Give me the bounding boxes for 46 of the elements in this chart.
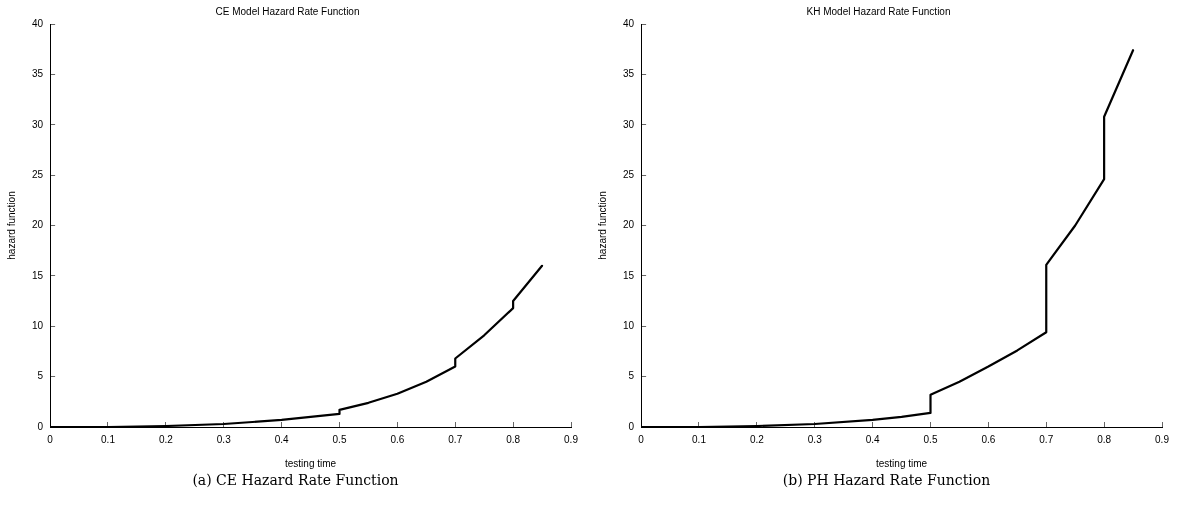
- x-tick-label: 0.2: [158, 433, 174, 445]
- y-tick-label: 10: [623, 320, 635, 331]
- x-axis-title: testing time: [284, 457, 337, 469]
- y-tick-label: 10: [32, 320, 44, 331]
- x-tick-label: 0: [638, 433, 645, 445]
- x-tick-label: 0.1: [101, 433, 116, 445]
- x-tick-label: 0.6: [390, 433, 405, 445]
- x-tick-label: 0.5: [332, 433, 347, 445]
- x-tick-label: 0.6: [981, 433, 996, 445]
- y-axis-title: hazard function: [5, 191, 17, 260]
- x-tick-label: 0.9: [564, 433, 579, 445]
- x-tick-label: 0.3: [807, 433, 823, 445]
- x-tick-label: 0.7: [1039, 433, 1054, 445]
- x-tick-label: 0.7: [448, 433, 463, 445]
- y-tick-label: 30: [32, 118, 44, 130]
- y-tick-label: 5: [37, 370, 44, 382]
- y-tick-label: 5: [628, 370, 635, 382]
- y-tick-label: 15: [623, 269, 635, 281]
- y-tick-label: 0: [37, 420, 44, 432]
- y-tick-label: 35: [623, 68, 635, 80]
- y-tick-label: 40: [32, 17, 44, 29]
- x-tick-label: 0: [47, 433, 54, 445]
- y-tick-label: 40: [623, 17, 635, 29]
- chart-title: KH Model Hazard Rate Function: [806, 5, 951, 17]
- x-tick-label: 0.2: [749, 433, 765, 445]
- y-tick-label: 25: [32, 168, 44, 180]
- x-tick-label: 0.8: [1097, 433, 1112, 445]
- y-tick-label: 35: [32, 68, 44, 80]
- x-tick-label: 0.4: [865, 433, 881, 445]
- x-tick-label: 0.5: [923, 433, 938, 445]
- y-tick-label: 0: [628, 420, 635, 432]
- x-tick-label: 0.3: [216, 433, 232, 445]
- text: (a) CE Hazard Rate Function: [191, 472, 400, 488]
- x-tick-label: 0.9: [1155, 433, 1170, 445]
- y-tick-label: 20: [623, 219, 635, 231]
- y-tick-label: 30: [623, 118, 635, 130]
- x-tick-label: 0.4: [274, 433, 290, 445]
- chart-title: CE Model Hazard Rate Function: [215, 5, 360, 17]
- y-tick-label: 20: [32, 219, 44, 231]
- y-tick-label: 15: [32, 269, 44, 281]
- y-axis-title: hazard function: [596, 191, 608, 260]
- y-tick-label: 25: [623, 168, 635, 180]
- x-axis-title: testing time: [875, 457, 928, 469]
- text: (b) PH Hazard Rate Function: [781, 472, 992, 488]
- x-tick-label: 0.1: [692, 433, 707, 445]
- x-tick-label: 0.8: [506, 433, 521, 445]
